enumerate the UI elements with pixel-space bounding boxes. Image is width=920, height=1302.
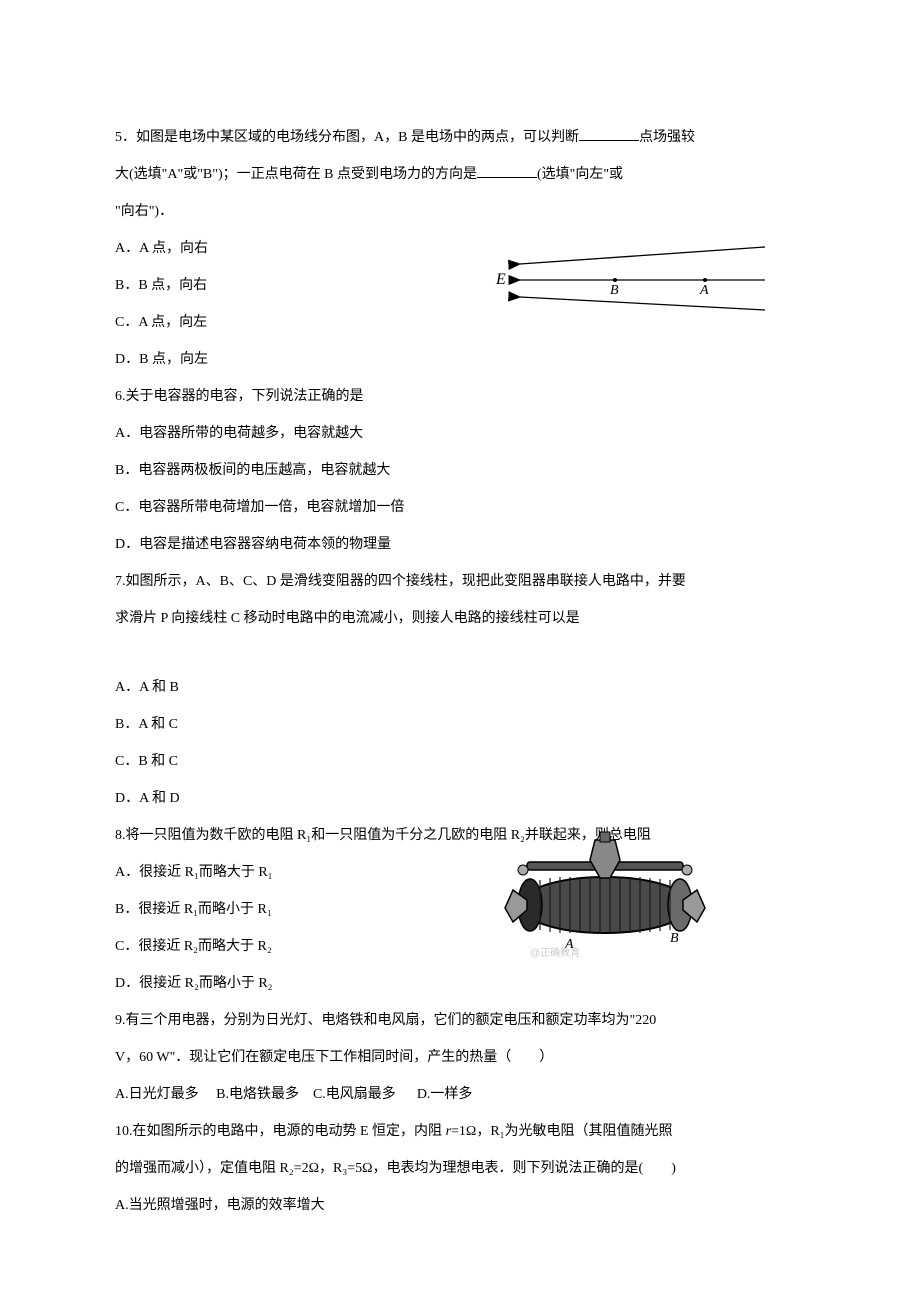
q6-option-a: A．电容器所带的电荷越多，电容就越大 [115, 416, 805, 451]
fig-label-A: A [699, 283, 709, 298]
q5-blank1 [579, 127, 639, 141]
q7-option-d: D．A 和 D [115, 781, 805, 816]
fig-label-B: B [610, 283, 619, 298]
q5-stem-text2: 点场强较 [639, 130, 695, 145]
q10-stem-line1: 10.在如图所示的电路中，电源的电动势 E 恒定，内阻 r=1Ω，R₁为光敏电阻… [115, 1114, 805, 1149]
q9-stem-line1: 9.有三个用电器，分别为日光灯、电烙铁和电风扇，它们的额定电压和额定功率均为"2… [115, 1003, 805, 1038]
q5-stem-text3: 大(选填"A"或"B")；一正点电荷在 B 点受到电场力的方向是 [115, 167, 477, 182]
q9-option-a: A.日光灯最多 [115, 1087, 199, 1102]
q5-stem-line1: 5．如图是电场中某区域的电场线分布图，A，B 是电场中的两点，可以判断 点场强较 [115, 120, 805, 155]
q7-option-a: A．A 和 B [115, 670, 805, 705]
q10-stem1a: 10.在如图所示的电路中，电源的电动势 E 恒定，内阻 [115, 1124, 446, 1139]
q8-option-d: D．很接近 R₂而略小于 R₂ [115, 966, 805, 1001]
q9-option-d: D.一样多 [417, 1087, 473, 1102]
q5-stem-line2: 大(选填"A"或"B")；一正点电荷在 B 点受到电场力的方向是 (选填"向左"或 [115, 157, 805, 192]
q6-option-d: D．电容是描述电容器容纳电荷本领的物理量 [115, 527, 805, 562]
q5-blank2 [477, 164, 537, 178]
q7-option-b: B．A 和 C [115, 707, 805, 742]
q9-option-b: B.电烙铁最多 [216, 1087, 299, 1102]
q5-stem-text4: (选填"向左"或 [537, 167, 623, 182]
q7-spacer [115, 638, 805, 668]
q10-stem-line2: 的增强而减小），定值电阻 R₂=2Ω，R₃=5Ω，电表均为理想电表．则下列说法正… [115, 1151, 805, 1186]
q7-stem-line2: 求滑片 P 向接线柱 C 移动时电路中的电流减小，则接人电路的接线柱可以是 [115, 601, 805, 636]
fig-label-E: E [495, 271, 506, 288]
watermark-text: @正确教育 [530, 944, 580, 959]
q5-stem-text1: 5．如图是电场中某区域的电场线分布图，A，B 是电场中的两点，可以判断 [115, 130, 579, 145]
q9-option-c: C.电风扇最多 [313, 1087, 396, 1102]
field-lines-figure: E B A [490, 242, 770, 312]
q10-stem1c: =1Ω，R₁为光敏电阻（其阻值随光照 [451, 1124, 673, 1139]
q9-stem-line2: V，60 W"．现让它们在额定电压下工作相同时间，产生的热量（ ） [115, 1040, 805, 1075]
q7-stem-line1: 7.如图所示，A、B、C、D 是滑线变阻器的四个接线柱，现把此变阻器串联接人电路… [115, 564, 805, 599]
q6-option-c: C．电容器所带电荷增加一倍，电容就增加一倍 [115, 490, 805, 525]
q5-stem-line3: "向右")． [115, 194, 805, 229]
rheo-label-B: B [670, 931, 679, 946]
q6-option-b: B．电容器两极板间的电压越高，电容就越大 [115, 453, 805, 488]
q7-option-c: C．B 和 C [115, 744, 805, 779]
q6-stem: 6.关于电容器的电容，下列说法正确的是 [115, 379, 805, 414]
rheostat-figure: A B [495, 830, 715, 950]
q9-options-row: A.日光灯最多 B.电烙铁最多 C.电风扇最多 D.一样多 [115, 1077, 805, 1112]
q10-option-a: A.当光照增强时，电源的效率增大 [115, 1188, 805, 1223]
q5-option-d: D．B 点，向左 [115, 342, 805, 377]
